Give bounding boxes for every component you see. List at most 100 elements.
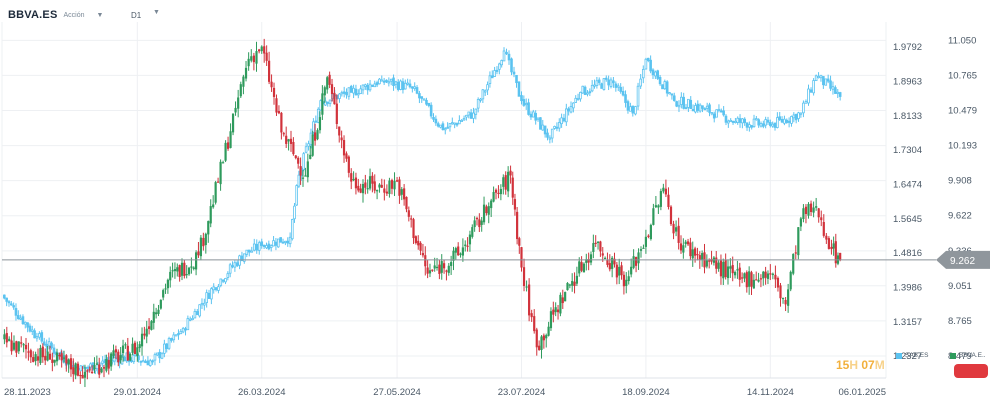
sab-candle: [769, 122, 772, 126]
bbva-candle: [575, 275, 578, 284]
sab-candle: [177, 333, 180, 336]
sab-candle: [408, 83, 412, 88]
bbva-candle: [733, 271, 737, 276]
bbva-candle: [738, 267, 741, 280]
x-axis-tick-label: 23.07.2024: [498, 387, 546, 398]
sab-candle: [822, 76, 825, 86]
right-axis-tick-label: 9.908: [948, 176, 972, 187]
bbva-candle: [95, 363, 98, 365]
sab-candle: [354, 88, 358, 96]
bbva-candle: [815, 206, 818, 208]
sab-candle: [373, 83, 377, 88]
sab-candle: [7, 301, 11, 304]
sab-candle: [534, 112, 537, 121]
sab-candle: [550, 128, 554, 139]
sab-candle: [524, 103, 528, 106]
sab-candle: [562, 117, 566, 122]
sab-candle: [677, 104, 681, 108]
bbva-candle: [722, 261, 725, 279]
symbol-dropdown-icon[interactable]: ▼: [96, 11, 104, 19]
sab-candle: [240, 255, 244, 262]
sab-candle: [831, 86, 835, 90]
bbva-candle: [229, 131, 232, 148]
sab-candle: [228, 264, 232, 274]
sab-candle: [302, 153, 305, 170]
sab-candle: [715, 109, 718, 118]
bbva-candle: [672, 223, 675, 234]
bbva-candle: [487, 206, 490, 215]
bbva-candle: [622, 274, 626, 287]
bbva-candle: [410, 218, 413, 220]
bbva-candle: [518, 238, 521, 246]
sab-candle: [399, 80, 402, 90]
bbva-candle: [60, 353, 63, 361]
bbva-candle: [393, 180, 396, 190]
sab-candle: [139, 360, 143, 363]
sab-candle: [443, 128, 447, 131]
sab-candle: [536, 117, 540, 120]
sab-candle: [797, 112, 800, 119]
sab-candle: [710, 112, 714, 115]
symbol-name[interactable]: BBVA.ES: [8, 9, 58, 21]
sab-candle: [717, 108, 721, 111]
bbva-candle: [689, 242, 692, 257]
legend-item-sab[interactable]: SAB.ES: [896, 352, 928, 359]
left-axis-tick-label: 1.3986: [893, 283, 922, 294]
sab-candle: [141, 360, 145, 363]
bbva-candle: [478, 219, 481, 228]
bbva-candle: [615, 264, 618, 278]
bbva-candle: [219, 161, 222, 185]
sab-candle: [641, 69, 645, 79]
legend-item-bbva[interactable]: BBVA.E..: [950, 352, 986, 359]
bbva-candle: [684, 241, 687, 245]
sab-candle: [151, 360, 154, 363]
bbva-candle: [601, 253, 604, 256]
bbva-candle: [32, 357, 35, 362]
sab-candle: [21, 316, 25, 325]
bbva-candle: [81, 374, 84, 379]
sab-candle: [759, 123, 763, 127]
bbva-candle: [830, 246, 833, 250]
sab-candle: [546, 132, 549, 138]
left-axis-tick-label: 1.4816: [893, 248, 922, 259]
bbva-candle: [183, 262, 186, 276]
bbva-candle: [72, 367, 75, 375]
sab-candle: [14, 308, 18, 316]
sab-candle: [576, 97, 580, 100]
sab-candle: [684, 107, 688, 110]
sell-button[interactable]: [954, 364, 988, 378]
bbva-candle: [209, 206, 212, 224]
bbva-candle: [445, 270, 448, 272]
sab-candle: [675, 101, 678, 107]
bbva-candle: [65, 355, 68, 364]
bbva-candle: [731, 265, 734, 274]
timeframe-dropdown-icon[interactable]: ▼: [153, 9, 160, 16]
sab-candle: [548, 137, 552, 140]
sab-candle: [465, 114, 468, 118]
bbva-candle: [83, 371, 87, 378]
bbva-candle: [150, 321, 153, 330]
sab-candle: [347, 87, 351, 97]
bbva-candle: [587, 259, 590, 263]
sab-candle: [502, 50, 506, 62]
bbva-candle: [492, 192, 495, 202]
sab-candle: [101, 360, 104, 364]
sab-candle: [184, 328, 187, 331]
sab-candle: [520, 95, 523, 102]
sab-candle: [439, 124, 442, 128]
bbva-candle: [311, 134, 314, 156]
bbva-candle: [750, 272, 753, 287]
sab-candle: [86, 366, 90, 369]
bbva-candle: [696, 253, 699, 256]
bbva-candle: [473, 220, 476, 228]
bbva-candle: [268, 60, 271, 82]
bbva-candle: [799, 218, 802, 227]
sab-candle: [672, 95, 676, 102]
bbva-candle: [48, 353, 52, 360]
bbva-candle: [260, 46, 263, 52]
bbva-candle: [644, 236, 648, 247]
bbva-candle: [138, 344, 141, 349]
bbva-candle: [485, 206, 488, 214]
timeframe-selector[interactable]: D1: [131, 11, 142, 20]
